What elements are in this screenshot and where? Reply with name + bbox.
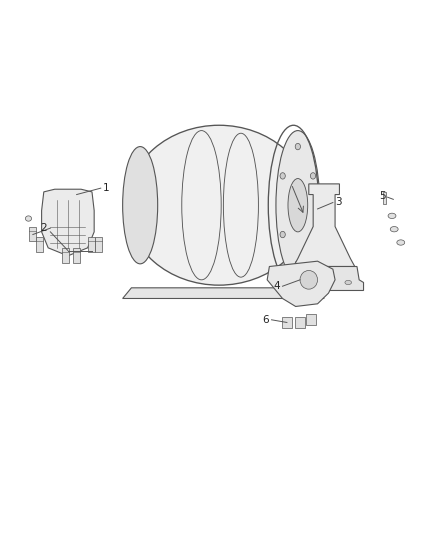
Bar [306, 314, 316, 325]
Bar [88, 237, 95, 252]
Polygon shape [285, 266, 364, 290]
Polygon shape [267, 261, 335, 306]
Text: 6: 6 [263, 315, 269, 325]
Bar [73, 248, 80, 263]
Ellipse shape [280, 231, 285, 238]
Polygon shape [293, 184, 355, 266]
Bar [29, 227, 36, 241]
Ellipse shape [311, 173, 316, 179]
Text: 3: 3 [335, 197, 342, 207]
Ellipse shape [127, 125, 311, 285]
Ellipse shape [295, 143, 300, 150]
Ellipse shape [280, 173, 285, 179]
Ellipse shape [300, 271, 318, 289]
Ellipse shape [288, 179, 307, 232]
Polygon shape [42, 189, 94, 256]
Ellipse shape [388, 213, 396, 219]
Bar [295, 317, 305, 328]
Ellipse shape [345, 280, 352, 285]
Text: 1: 1 [103, 183, 110, 192]
Ellipse shape [25, 216, 32, 221]
Bar [62, 248, 69, 263]
Ellipse shape [390, 227, 398, 232]
Text: 2: 2 [41, 223, 47, 232]
Bar [95, 237, 102, 252]
Text: 5: 5 [379, 191, 385, 201]
Text: 4: 4 [274, 281, 280, 291]
Ellipse shape [276, 131, 320, 280]
Bar [282, 317, 292, 328]
Polygon shape [123, 288, 324, 298]
Ellipse shape [123, 147, 158, 264]
Ellipse shape [295, 261, 300, 267]
Ellipse shape [297, 280, 303, 285]
Bar [383, 192, 386, 204]
Ellipse shape [311, 231, 316, 238]
Bar [36, 237, 43, 252]
Ellipse shape [397, 240, 405, 245]
